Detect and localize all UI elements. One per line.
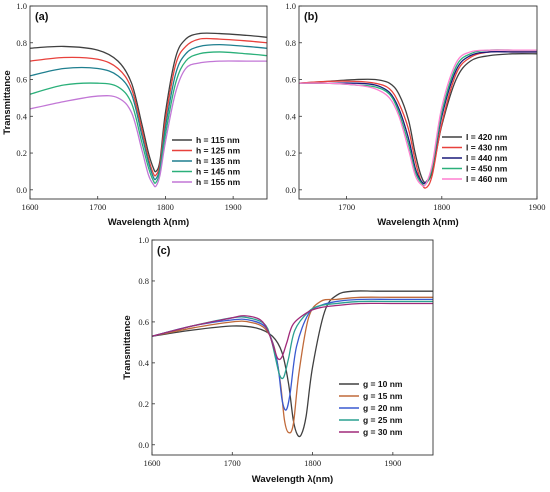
- panel-a-y-tick-label: 0.6: [16, 75, 27, 85]
- panel-a-series-line-1: [30, 32, 267, 173]
- panel-c-y-tick-label: 0.8: [138, 276, 149, 286]
- panel-c-y-tick-label: 0.4: [138, 358, 149, 368]
- panel-c-x-tick-label: 1600: [144, 458, 161, 468]
- panel-a-legend-label-4: h = 145 nm: [196, 167, 241, 177]
- panel-a-y-tick-label: 0.8: [16, 38, 27, 48]
- panel-c-series-group: [152, 290, 433, 438]
- panel-b-series-group: [299, 49, 537, 189]
- panel-b-legend: l = 420 nml = 430 nml = 440 nml = 450 nm…: [442, 132, 508, 184]
- panel-b-label: (b): [304, 11, 318, 23]
- panel-b-series-line-1: [299, 53, 537, 184]
- panel-b-series-line-4: [299, 49, 537, 187]
- panel-c-series-line-1: [152, 290, 433, 438]
- panel-a-y-tick-label: 0.0: [16, 185, 27, 195]
- panel-c-y-tick-label: 1.0: [138, 235, 149, 245]
- panel-a-y-axis-label: Transmittance: [2, 70, 13, 134]
- panel-b-y-tick-label: 0.0: [285, 185, 296, 195]
- panel-c-legend-label-3: g = 20 nm: [363, 403, 403, 413]
- panel-c-y-axis-label: Transmittance: [122, 315, 133, 379]
- panel-c-x-tick-label: 1700: [224, 458, 241, 468]
- panel-b-legend-label-1: l = 420 nm: [466, 132, 508, 142]
- panel-b-legend-label-5: l = 460 nm: [466, 174, 508, 184]
- panel-a-x-tick-label: 1800: [157, 202, 174, 212]
- panel-b-x-tick-label: 1700: [338, 202, 355, 212]
- panel-c-label: (c): [157, 245, 171, 257]
- panel-c-y-tick-label: 0.2: [138, 399, 149, 409]
- panel-a-y-tick-label: 1.0: [16, 1, 27, 11]
- panel-c-x-axis-label: Wavelength λ(nm): [252, 474, 333, 485]
- panel-b-series-line-3: [299, 51, 537, 185]
- panel-a-y-tick-label: 0.4: [16, 111, 27, 121]
- panel-c-plot-frame: [151, 239, 434, 456]
- panel-a-y-tick-label: 0.2: [16, 148, 27, 158]
- panel-c-series-line-4: [152, 300, 433, 380]
- panel-a-series-line-4: [30, 51, 267, 184]
- panel-b-x-tick-label: 1900: [529, 202, 546, 212]
- panel-b-y-tick-label: 0.8: [285, 38, 296, 48]
- panel-a-series-line-2: [30, 37, 267, 177]
- panel-c-x-tick-label: 1800: [304, 458, 321, 468]
- panel-c-legend-label-2: g = 15 nm: [363, 391, 403, 401]
- panel-a-legend-label-3: h = 135 nm: [196, 156, 241, 166]
- panel-c-legend-label-1: g = 10 nm: [363, 379, 403, 389]
- panel-b-series-line-5: [299, 49, 537, 187]
- panel-a-x-tick-label: 1600: [22, 202, 39, 212]
- panel-b-legend-label-2: l = 430 nm: [466, 143, 508, 153]
- panel-a-x-axis-label: Wavelength λ(nm): [108, 217, 189, 228]
- panel-b-legend-label-4: l = 450 nm: [466, 164, 508, 174]
- panel-a-series-group: [30, 32, 267, 188]
- panel-a-series-line-5: [30, 60, 267, 188]
- panel-c-chart: 0.0 0.2 0.4 0.6 0.8 1.0 1600 1700 1800 1900 (c) Wav…: [122, 235, 434, 485]
- panel-b-y-tick-label: 0.2: [285, 148, 296, 158]
- panel-c-y-tick-label: 0.6: [138, 317, 149, 327]
- panel-b-y-tick-label: 0.4: [285, 111, 296, 121]
- panel-a-chart: 0.0 0.2 0.4 0.6 0.8 1.0 1600 1700 1800 1900 (a) Wav…: [2, 1, 268, 228]
- panel-a-x-tick-label: 1900: [225, 202, 242, 212]
- panel-a-label: (a): [35, 11, 49, 23]
- panel-a-legend-label-5: h = 155 nm: [196, 177, 241, 187]
- panel-b-y-tick-label: 1.0: [285, 1, 296, 11]
- panel-b-x-axis-label: Wavelength λ(nm): [377, 217, 458, 228]
- panel-c-series-line-2: [152, 296, 433, 434]
- panel-b-y-tick-label: 0.6: [285, 75, 296, 85]
- panel-b-plot-frame: [298, 5, 538, 200]
- panel-c-legend-label-5: g = 30 nm: [363, 427, 403, 437]
- panel-a-x-tick-label: 1700: [89, 202, 106, 212]
- panel-c-series-line-5: [152, 302, 433, 361]
- panel-c-x-tick-label: 1900: [384, 458, 401, 468]
- panel-a-legend-label-2: h = 125 nm: [196, 146, 241, 156]
- panel-a-legend-label-1: h = 115 nm: [196, 135, 240, 145]
- panel-c-legend-label-4: g = 25 nm: [363, 415, 403, 425]
- panel-c-legend: g = 10 nm g = 15 nm g = 20 nm g = 25 nm g = …: [339, 379, 403, 437]
- panel-a-series-line-3: [30, 43, 267, 181]
- panel-a-plot-frame: [29, 5, 268, 200]
- panel-b-x-tick-label: 1800: [433, 202, 450, 212]
- panel-c-series-line-3: [152, 298, 433, 411]
- panel-b-legend-label-3: l = 440 nm: [466, 153, 508, 163]
- panel-c-y-tick-label: 0.0: [138, 440, 149, 450]
- panel-b-chart: 0.0 0.2 0.4 0.6 0.8 1.0 1700 1800 1900 (b) Wavelen…: [285, 1, 545, 228]
- panel-a-legend: h = 115 nmh = 125 nmh = 135 nmh = 145 nm…: [172, 135, 241, 187]
